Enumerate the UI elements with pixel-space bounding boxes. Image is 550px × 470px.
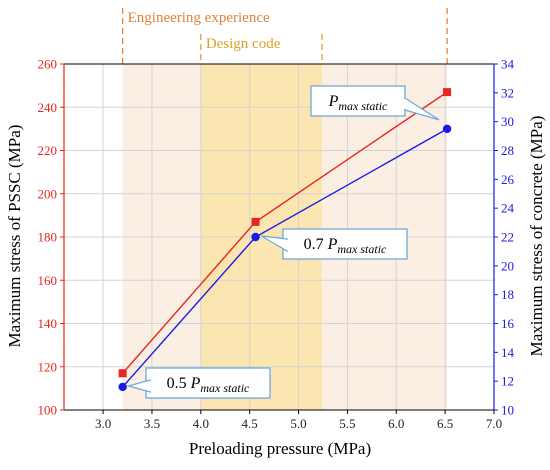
band-label-1: Engineering experience [128, 10, 270, 26]
axes-layer: 3.0 3.5 4.0 4.5 5.0 5.5 6.0 6.5 7.0 100 120 140 160 1… [38, 57, 515, 432]
y-right-tick-label-7: 22 [501, 230, 514, 245]
band-label-2: Design code [206, 36, 281, 52]
callout-label-2: 0.7 Pmax static [304, 236, 387, 256]
callout-symbol: P [190, 375, 201, 392]
series-1-point-1 [118, 369, 127, 378]
callout-symbol: P [328, 93, 339, 110]
y-right-tick-label-13: 34 [501, 57, 515, 72]
callout-box-1 [145, 367, 271, 399]
series-1-point-3 [443, 88, 452, 97]
y-left-tick-label-8: 240 [38, 100, 58, 115]
series-layer [118, 88, 452, 392]
callout-label-1: 0.5 Pmax static [167, 375, 250, 395]
callout-symbol: P [327, 236, 338, 253]
y-right-tick-label-5: 18 [501, 287, 514, 302]
x-tick-label-8: 6.5 [437, 416, 453, 431]
x-tick-label-1: 3.0 [95, 416, 111, 431]
y-right-tick-label-3: 14 [501, 345, 515, 360]
y-right-tick-label-2: 12 [501, 374, 514, 389]
y-right-tick-label-6: 20 [501, 258, 514, 273]
y-left-tick-label-9: 260 [38, 57, 58, 72]
y-left-tick-label-5: 180 [38, 230, 58, 245]
x-tick-label-4: 4.5 [242, 416, 258, 431]
y-left-tick-label-3: 140 [38, 316, 58, 331]
y-right-tick-label-1: 10 [501, 403, 514, 418]
x-tick-label-7: 6.0 [388, 416, 404, 431]
y-left-tick-label-6: 200 [38, 186, 58, 201]
callout-label-3: Pmax static [328, 93, 388, 113]
callout-prefix: 0.5 [167, 375, 191, 392]
y-left-tick-label-1: 100 [38, 403, 58, 418]
callout-subscript: max static [338, 99, 388, 113]
y-right-tick-label-11: 30 [501, 114, 514, 129]
y-right-tick-label-9: 26 [501, 172, 515, 187]
y-left-tick-label-2: 120 [38, 359, 58, 374]
x-tick-label-6: 5.5 [339, 416, 355, 431]
callout-prefix: 0.7 [304, 236, 328, 253]
y-right-tick-label-8: 24 [501, 201, 515, 216]
y-right-tick-label-10: 28 [501, 143, 514, 158]
x-tick-label-2: 3.5 [144, 416, 160, 431]
x-tick-label-5: 5.0 [290, 416, 306, 431]
y-left-axis-title: Maximum stress of PSSC (MPa) [5, 125, 24, 348]
series-1-point-2 [251, 217, 260, 226]
y-right-tick-label-12: 32 [501, 85, 514, 100]
callout-subscript: max static [200, 381, 250, 395]
y-left-tick-label-4: 160 [38, 273, 58, 288]
x-tick-label-3: 4.0 [193, 416, 209, 431]
y-right-axis-title: Maximum stress of concrete (MPa) [527, 116, 546, 357]
x-tick-label-9: 7.0 [486, 416, 502, 431]
x-axis-title: Preloading pressure (MPa) [189, 439, 371, 458]
y-left-tick-label-7: 220 [38, 143, 58, 158]
callout-subscript: max static [337, 242, 387, 256]
callout-box-3 [310, 85, 406, 117]
series-2-point-3 [442, 124, 452, 134]
bands-layer: Engineering experience Design code [121, 8, 448, 410]
y-right-tick-label-4: 16 [501, 316, 515, 331]
callout-box-2 [282, 228, 408, 260]
series-2-point-2 [251, 232, 260, 242]
series-2-point-1 [118, 382, 127, 392]
